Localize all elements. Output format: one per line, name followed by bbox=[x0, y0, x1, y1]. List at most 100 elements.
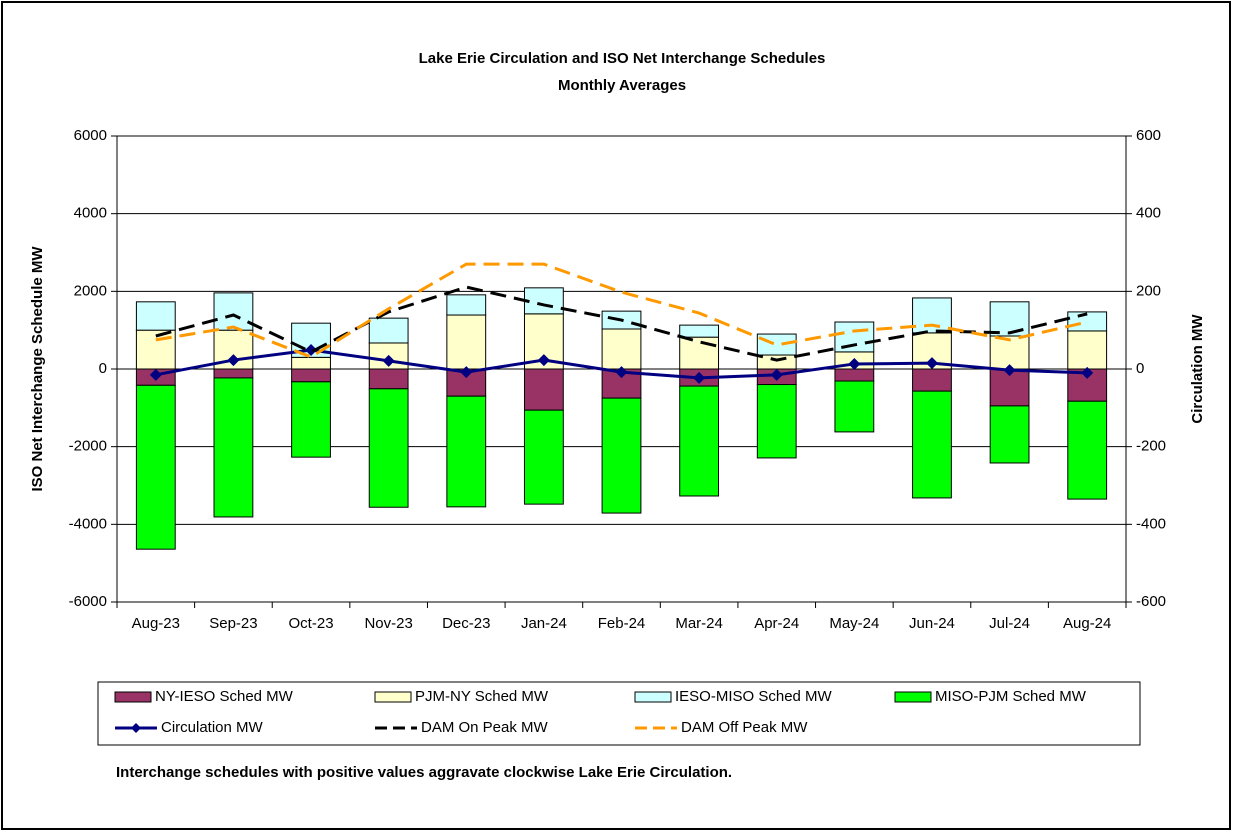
bar bbox=[601, 328, 642, 370]
footnote: Interchange schedules with positive valu… bbox=[116, 764, 732, 781]
bar bbox=[756, 354, 797, 370]
bar bbox=[523, 287, 564, 315]
y2-axis-title: Circulation MW bbox=[1189, 314, 1206, 424]
x-tick-label: Apr-24 bbox=[754, 615, 799, 632]
chart-title: Lake Erie Circulation and ISO Net Interc… bbox=[419, 50, 826, 67]
x-tick-label: Jan-24 bbox=[521, 615, 567, 632]
legend-swatch bbox=[894, 691, 932, 703]
bar bbox=[446, 395, 487, 508]
y-tick-label: 6000 bbox=[74, 127, 107, 144]
line-marker bbox=[382, 354, 395, 367]
line-marker bbox=[1081, 366, 1094, 379]
line-series bbox=[155, 262, 1088, 359]
y2-tick-label: 600 bbox=[1136, 127, 1161, 144]
y2-tick-label: -200 bbox=[1136, 438, 1166, 455]
x-tick-label: Jul-24 bbox=[989, 615, 1030, 632]
x-tick-label: Nov-23 bbox=[364, 615, 412, 632]
y2-tick-label: 0 bbox=[1136, 360, 1144, 377]
bar bbox=[912, 297, 952, 334]
line-marker bbox=[848, 357, 861, 370]
bar bbox=[679, 324, 720, 338]
line-marker bbox=[149, 368, 162, 381]
y-axis-title: ISO Net Interchange Schedule MW bbox=[29, 246, 46, 492]
bar bbox=[1067, 400, 1108, 500]
line-marker bbox=[693, 371, 706, 384]
bar bbox=[135, 301, 176, 331]
bar bbox=[446, 314, 487, 370]
line-marker bbox=[460, 366, 473, 379]
legend-label: IESO-MISO Sched MW bbox=[675, 688, 833, 705]
y2-tick-label: 400 bbox=[1136, 205, 1161, 222]
legend-box bbox=[97, 681, 1141, 746]
bar bbox=[291, 368, 331, 383]
y-tick-label: -4000 bbox=[69, 515, 107, 532]
bar bbox=[756, 384, 797, 459]
legend-swatch bbox=[114, 691, 152, 703]
x-tick-label: Oct-23 bbox=[289, 615, 334, 632]
bar bbox=[135, 329, 176, 370]
legend-marker bbox=[131, 723, 141, 733]
bar bbox=[523, 409, 564, 505]
bar bbox=[213, 377, 254, 518]
y2-tick-label: -600 bbox=[1136, 593, 1166, 610]
bar bbox=[912, 368, 952, 392]
line-marker bbox=[1003, 364, 1016, 377]
bar bbox=[756, 333, 797, 356]
legend-label: MISO-PJM Sched MW bbox=[935, 688, 1087, 705]
x-tick-label: Aug-24 bbox=[1063, 615, 1111, 632]
line-marker bbox=[770, 368, 783, 381]
legend-label: DAM Off Peak MW bbox=[681, 719, 808, 736]
bar bbox=[368, 317, 409, 344]
bar bbox=[291, 381, 331, 458]
bar bbox=[834, 380, 875, 433]
bar bbox=[989, 405, 1030, 464]
y-tick-label: 2000 bbox=[74, 282, 107, 299]
legend-label: DAM On Peak MW bbox=[421, 719, 549, 736]
bar bbox=[368, 368, 409, 390]
bar bbox=[1067, 311, 1108, 332]
y-tick-label: 4000 bbox=[74, 205, 107, 222]
line-marker bbox=[305, 343, 318, 356]
bar bbox=[213, 368, 254, 379]
bar bbox=[912, 390, 952, 499]
legend-swatch bbox=[374, 691, 412, 703]
x-tick-label: Mar-24 bbox=[675, 615, 723, 632]
y2-tick-label: 200 bbox=[1136, 282, 1161, 299]
legend-label: PJM-NY Sched MW bbox=[415, 688, 549, 705]
bar bbox=[834, 321, 875, 353]
legend-swatch bbox=[634, 691, 672, 703]
bar bbox=[523, 368, 564, 411]
bar bbox=[291, 356, 331, 370]
bar bbox=[213, 292, 254, 331]
plot-border bbox=[116, 135, 1127, 603]
bar bbox=[834, 368, 875, 382]
bar bbox=[135, 384, 176, 550]
bar bbox=[989, 335, 1030, 370]
y-tick-label: -2000 bbox=[69, 438, 107, 455]
bar bbox=[1067, 330, 1108, 370]
bar bbox=[679, 385, 720, 497]
x-tick-label: May-24 bbox=[829, 615, 879, 632]
bar bbox=[601, 397, 642, 514]
line-marker bbox=[925, 357, 938, 370]
bar bbox=[368, 388, 409, 508]
y-tick-label: -6000 bbox=[69, 593, 107, 610]
line-marker bbox=[537, 354, 550, 367]
bar bbox=[679, 336, 720, 370]
legend-label: NY-IESO Sched MW bbox=[155, 688, 294, 705]
chart-subtitle: Monthly Averages bbox=[558, 77, 686, 94]
y-tick-label: 0 bbox=[99, 360, 107, 377]
bar bbox=[989, 301, 1030, 337]
line-series bbox=[155, 285, 1088, 362]
bar bbox=[446, 294, 487, 316]
x-tick-label: Sep-23 bbox=[209, 615, 257, 632]
x-tick-label: Jun-24 bbox=[909, 615, 955, 632]
x-tick-label: Feb-24 bbox=[598, 615, 646, 632]
y2-tick-label: -400 bbox=[1136, 515, 1166, 532]
legend-label: Circulation MW bbox=[161, 719, 264, 736]
line-marker bbox=[615, 366, 628, 379]
x-tick-label: Dec-23 bbox=[442, 615, 490, 632]
line-marker bbox=[227, 354, 240, 367]
x-tick-label: Aug-23 bbox=[132, 615, 180, 632]
